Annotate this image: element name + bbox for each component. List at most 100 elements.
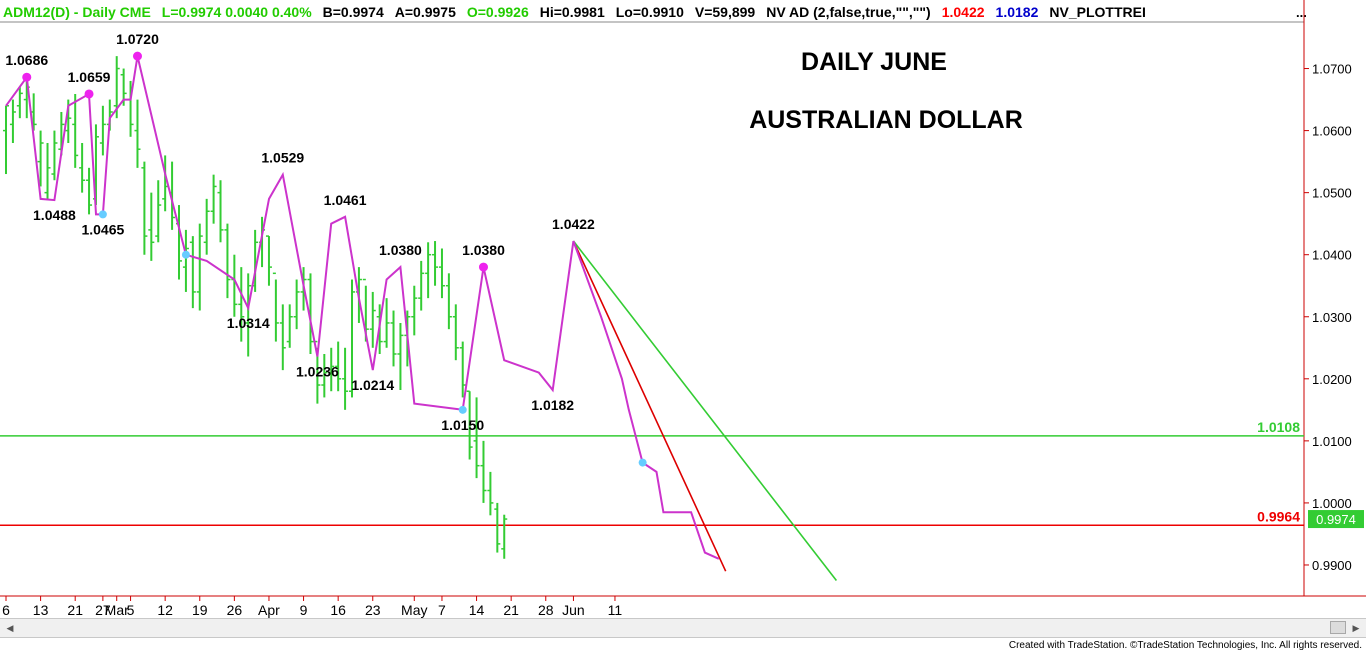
header-field-8: NV AD (2,false,true,"","") (766, 4, 931, 20)
price-bar (189, 236, 196, 309)
swing-high-dot (478, 262, 488, 272)
swing-value-label: 1.0488 (33, 207, 76, 223)
swing-line (5, 55, 720, 560)
price-bar (425, 242, 432, 299)
price-bar (182, 229, 189, 292)
x-tick-label: Jun (562, 602, 585, 618)
x-tick-label: 14 (469, 602, 485, 618)
header-field-11: NV_PLOTTREI (1049, 4, 1145, 20)
price-bar (72, 93, 79, 168)
scroll-left-arrow-icon[interactable]: ◀ (6, 623, 14, 633)
chart-title: DAILY JUNE (801, 48, 947, 76)
x-tick-label: 21 (67, 602, 83, 618)
price-bar (342, 347, 349, 410)
horizontal-level-label: 1.0108 (1257, 419, 1300, 435)
y-tick-label: 1.0300 (1312, 310, 1352, 325)
trendline (572, 240, 838, 581)
scroll-thumb[interactable] (1330, 621, 1346, 634)
price-bar (494, 502, 501, 553)
price-bar (37, 130, 44, 187)
trendline (572, 240, 727, 572)
price-bar (224, 223, 231, 299)
x-tick-label: 11 (608, 602, 623, 618)
header-field-3: A=0.9975 (395, 4, 456, 20)
last-price-tag (1308, 510, 1364, 529)
y-tick-label: 1.0200 (1312, 372, 1352, 387)
swing-low-dot (638, 458, 647, 467)
header-field-0: ADM12(D) - Daily CME (3, 4, 151, 20)
price-bar (335, 341, 342, 392)
price-bar (349, 279, 355, 398)
price-bar (390, 310, 397, 367)
price-bar (148, 192, 155, 261)
x-tick-label: 7 (438, 602, 446, 618)
swing-low-dot (458, 405, 467, 414)
swing-high-dot (132, 51, 142, 61)
x-tick-label: 16 (330, 602, 346, 618)
header-field-9: 1.0422 (942, 4, 985, 20)
price-bar (86, 167, 93, 215)
swing-value-label: 1.0380 (462, 242, 505, 258)
price-bar (432, 241, 439, 286)
last-price-label: 0.9974 (1316, 512, 1356, 527)
price-bar (203, 198, 210, 255)
swing-low-dot (181, 250, 190, 259)
x-tick-label: 6 (2, 602, 10, 618)
swing-value-label: 1.0465 (81, 221, 124, 237)
price-bar (501, 514, 508, 559)
price-bar (155, 180, 162, 243)
price-bar (411, 285, 418, 336)
price-bar (134, 99, 141, 168)
price-bar (272, 272, 279, 342)
price-bar (51, 130, 58, 181)
swing-value-label: 1.0659 (68, 69, 111, 85)
swing-value-label: 1.0380 (379, 242, 422, 258)
price-bar (418, 260, 425, 311)
x-tick-label: 9 (300, 602, 308, 618)
swing-value-label: 1.0214 (351, 377, 394, 393)
header-field-2: B=0.9974 (323, 4, 384, 20)
y-tick-label: 0.9900 (1312, 558, 1352, 573)
price-bar (459, 341, 466, 398)
x-tick-label: May (401, 602, 427, 618)
price-bar (438, 248, 445, 299)
price-bar (196, 223, 203, 311)
x-tick-label: 13 (33, 602, 49, 618)
price-bar (321, 353, 328, 398)
x-tick-label: 21 (503, 602, 519, 618)
header-field-4: O=0.9926 (467, 4, 529, 20)
swing-high-dot (84, 89, 94, 99)
y-tick-label: 1.0600 (1312, 124, 1352, 139)
swing-high-dot (22, 72, 32, 82)
x-tick-label: 12 (157, 602, 173, 618)
price-bar (480, 440, 487, 503)
header-field-1: L=0.9974 0.0040 0.40% (162, 4, 312, 20)
price-bar (445, 273, 452, 330)
price-bar (265, 235, 272, 286)
horizontal-scrollbar[interactable]: ◀ ▶ (0, 618, 1366, 638)
x-tick-label: 5 (127, 602, 135, 618)
price-bar (141, 161, 148, 255)
price-bar (16, 87, 23, 119)
x-tick-label: Mar (105, 602, 129, 618)
price-bar (99, 105, 106, 156)
header-field-5: Hi=0.9981 (540, 4, 605, 20)
price-bar (452, 304, 459, 361)
y-tick-label: 1.0000 (1312, 496, 1352, 511)
x-tick-label: 27 (95, 602, 111, 618)
price-bar (217, 180, 224, 243)
swing-value-label: 1.0461 (324, 192, 367, 208)
y-tick-label: 1.0700 (1312, 62, 1352, 77)
price-bar (279, 304, 286, 371)
x-tick-label: Apr (258, 602, 280, 618)
price-bar (397, 322, 404, 390)
price-bar (210, 174, 217, 224)
scroll-right-arrow-icon[interactable]: ▶ (1352, 623, 1360, 633)
price-bar (238, 267, 245, 342)
price-bar (307, 273, 314, 354)
header-field-10: 1.0182 (996, 4, 1039, 20)
price-bar (473, 397, 480, 479)
x-tick-label: 19 (192, 602, 208, 618)
price-bar (79, 143, 86, 193)
price-chart: ADM12(D) - Daily CME L=0.9974 0.0040 0.40… (0, 0, 1366, 618)
